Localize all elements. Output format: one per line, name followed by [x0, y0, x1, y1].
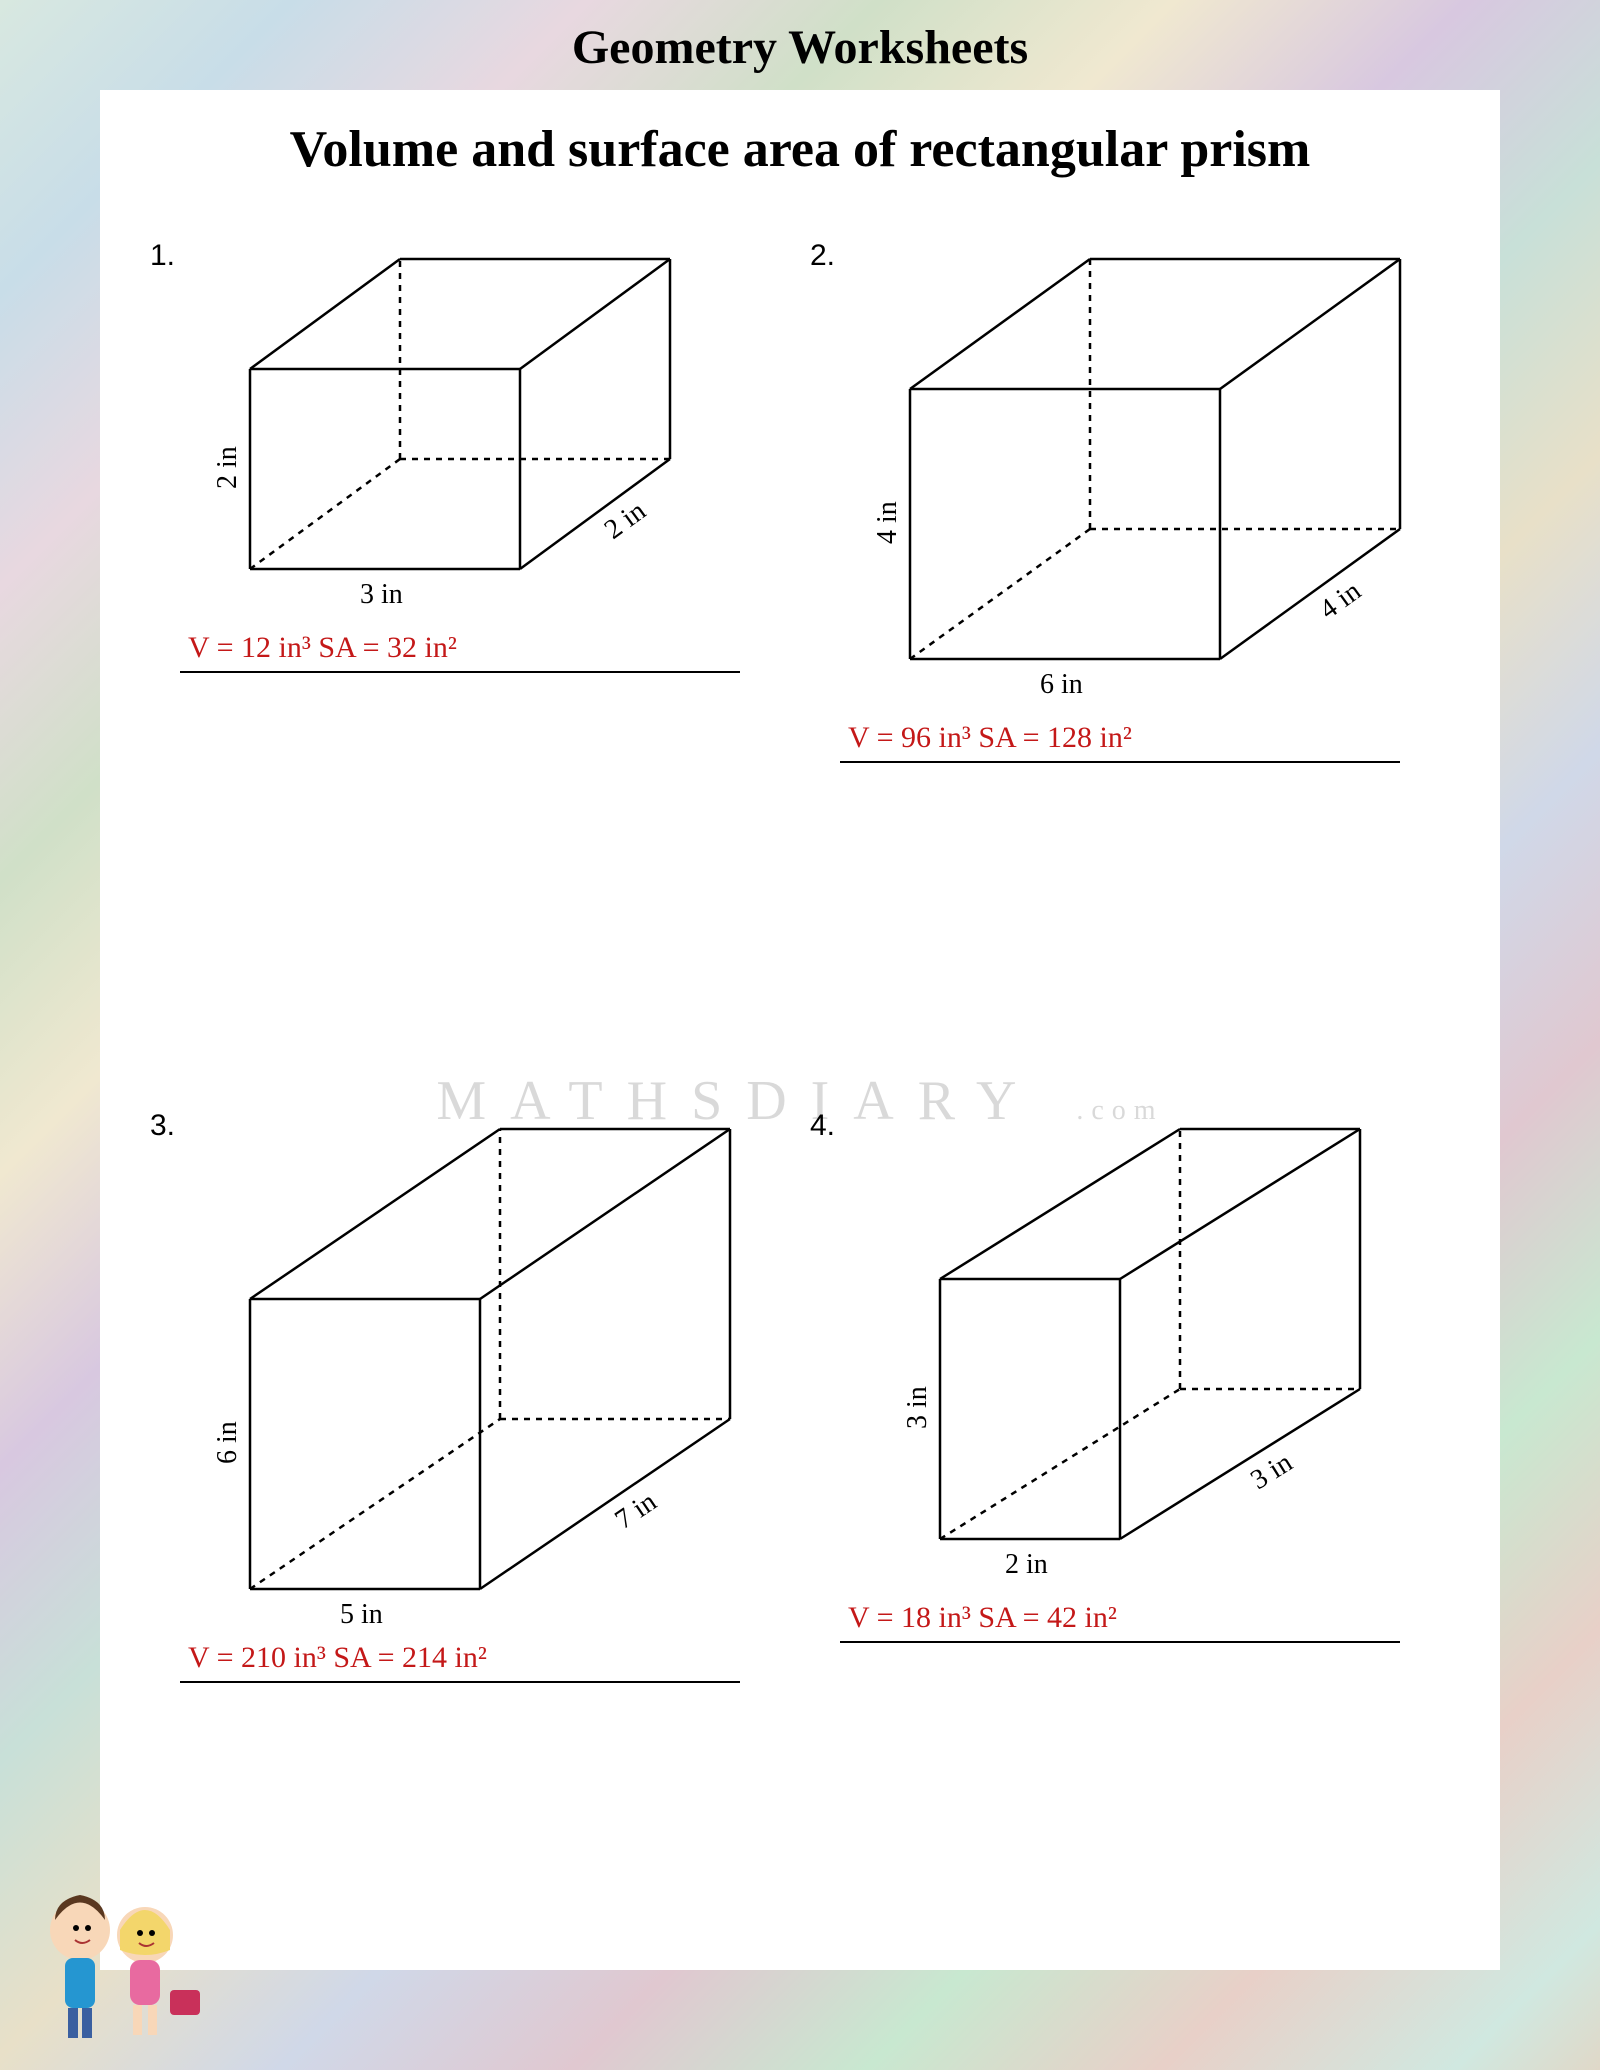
prism-diagram: 3 in 2 in 2 in [210, 239, 790, 619]
svg-text:2 in: 2 in [1005, 1549, 1048, 1580]
answer-text: V = 96 in³ SA = 128 in² [840, 721, 1132, 754]
problem-number: 2. [810, 239, 835, 273]
answer-text: V = 12 in³ SA = 32 in² [180, 631, 457, 664]
prism-svg: 2 in3 in3 in [870, 1109, 1410, 1589]
answer-line: V = 18 in³ SA = 42 in² [840, 1601, 1400, 1643]
answer-text: V = 18 in³ SA = 42 in² [840, 1601, 1117, 1634]
answer-text: V = 210 in³ SA = 214 in² [180, 1641, 487, 1674]
svg-text:4 in: 4 in [1314, 575, 1367, 625]
svg-text:4 in: 4 in [872, 501, 903, 544]
svg-text:6 in: 6 in [1040, 669, 1083, 700]
prism-diagram: 5 in 7 in 6 in [210, 1109, 790, 1629]
kids-illustration [20, 1880, 220, 2060]
prism-diagram: 6 in 4 in 4 in [870, 239, 1450, 709]
worksheet-subtitle: Volume and surface area of rectangular p… [140, 120, 1460, 179]
problem-1: 1. 3 in 2 in 2 in V = 12 in³ SA = 32 in² [150, 239, 790, 673]
svg-text:2 in: 2 in [599, 495, 652, 545]
problem-number: 3. [150, 1109, 175, 1143]
svg-text:6 in: 6 in [212, 1421, 243, 1464]
svg-text:2 in: 2 in [212, 446, 243, 489]
problem-number: 1. [150, 239, 175, 273]
problem-3: 3. 5 in 7 in 6 in V = 210 in³ SA = 214 in² [150, 1109, 790, 1683]
page-title: Geometry Worksheets [0, 0, 1600, 75]
problem-number: 4. [810, 1109, 835, 1143]
prism-svg: 5 in 7 in 6 in [210, 1109, 770, 1629]
answer-line: V = 96 in³ SA = 128 in² [840, 721, 1400, 763]
problem-grid: MATHSDIARY .com 1. 3 in2 in2 in V = 12 i… [140, 239, 1460, 1889]
svg-text:3 in: 3 in [360, 579, 403, 610]
worksheet-sheet: Volume and surface area of rectangular p… [100, 90, 1500, 1970]
svg-text:7 in: 7 in [610, 1486, 663, 1536]
prism-svg: 6 in 4 in 4 in [870, 239, 1430, 709]
svg-text:5 in: 5 in [340, 1599, 383, 1629]
prism-diagram: 2 in3 in3 in [870, 1109, 1450, 1589]
problem-2: 2. 6 in 4 in 4 in V = 96 in³ SA = 128 in² [810, 239, 1450, 763]
svg-text:3 in: 3 in [902, 1386, 933, 1429]
answer-line: V = 12 in³ SA = 32 in² [180, 631, 740, 673]
problem-4: 4. 2 in3 in3 in V = 18 in³ SA = 42 in² [810, 1109, 1450, 1643]
answer-line: V = 210 in³ SA = 214 in² [180, 1641, 740, 1683]
prism-svg: 3 in 2 in 2 in [210, 239, 690, 619]
